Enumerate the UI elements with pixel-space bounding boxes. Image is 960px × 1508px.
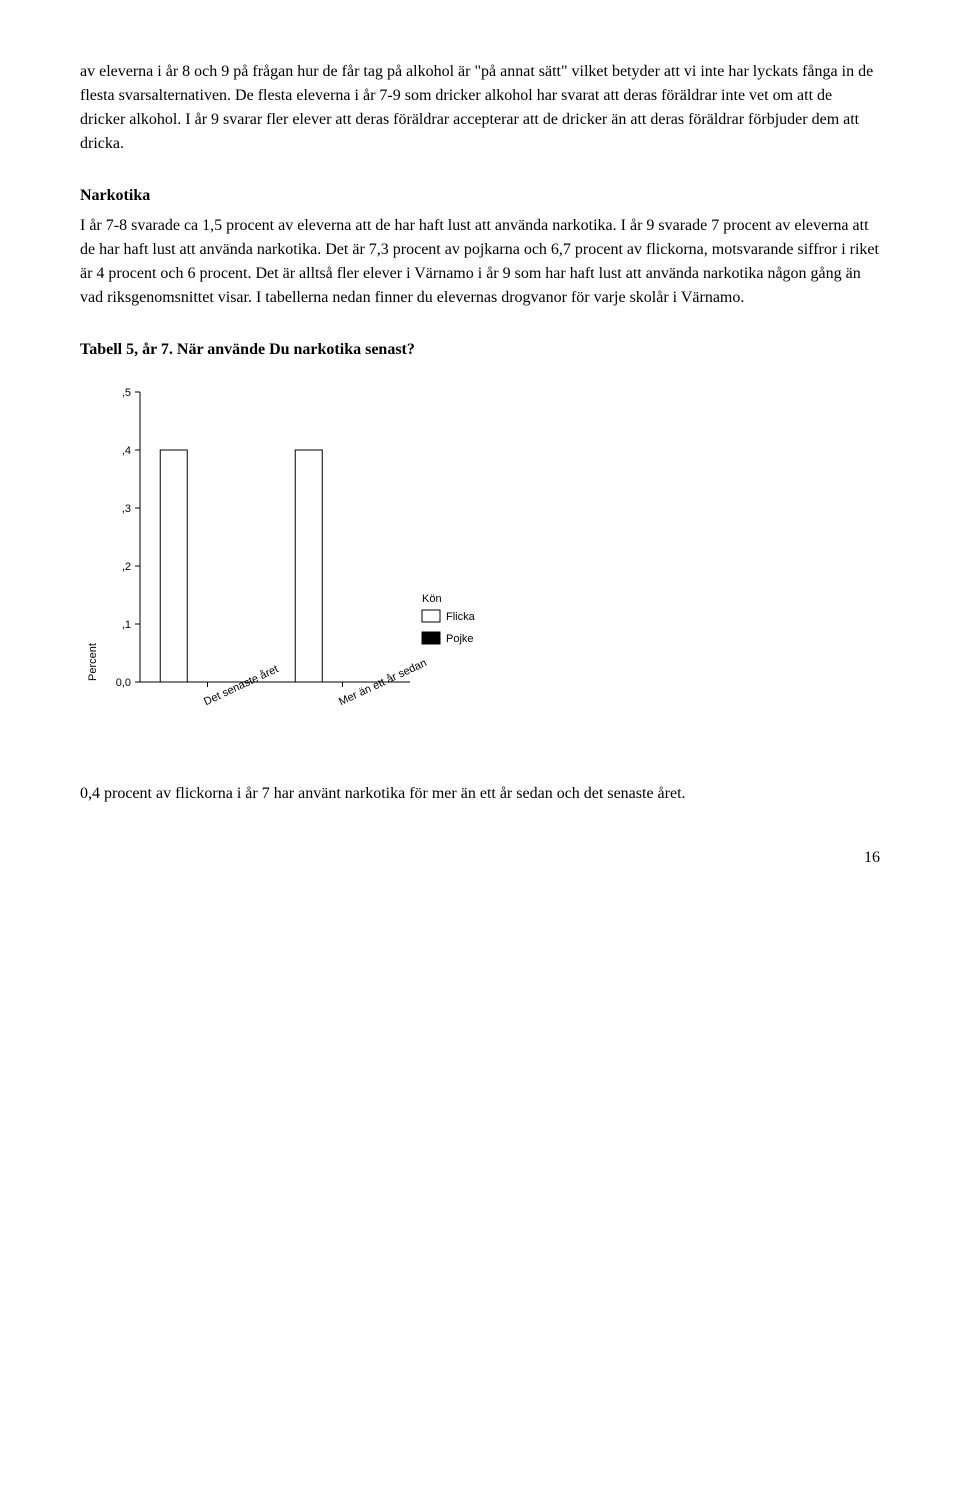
svg-text:Mer än ett år sedan: Mer än ett år sedan [337,657,429,708]
svg-text:,3: ,3 [122,503,131,515]
svg-text:Pojke: Pojke [446,633,474,645]
table-5-title: Tabell 5, år 7. När använde Du narkotika… [80,338,880,362]
svg-text:Kön: Kön [422,593,442,605]
page-number: 16 [80,846,880,870]
chart-caption: 0,4 procent av flickorna i år 7 har anvä… [80,782,880,806]
svg-text:,5: ,5 [122,387,131,399]
svg-text:,1: ,1 [122,619,131,631]
bar-chart-svg: ,5 ,4 ,3 ,2 ,1 0,0 Percent Det senaste året Mer … [80,382,520,762]
svg-text:,4: ,4 [122,445,131,457]
svg-text:Percent: Percent [87,643,99,681]
svg-text:Det senaste året: Det senaste året [202,663,280,708]
chart-table-5: ,5 ,4 ,3 ,2 ,1 0,0 Percent Det senaste året Mer … [80,382,880,762]
paragraph-1: av eleverna i år 8 och 9 på frågan hur d… [80,60,880,156]
svg-text:0,0: 0,0 [116,677,131,689]
section-title-narkotika: Narkotika [80,184,880,208]
svg-text:Flicka: Flicka [446,611,476,623]
paragraph-2: I år 7-8 svarade ca 1,5 procent av eleve… [80,214,880,310]
svg-text:,2: ,2 [122,561,131,573]
